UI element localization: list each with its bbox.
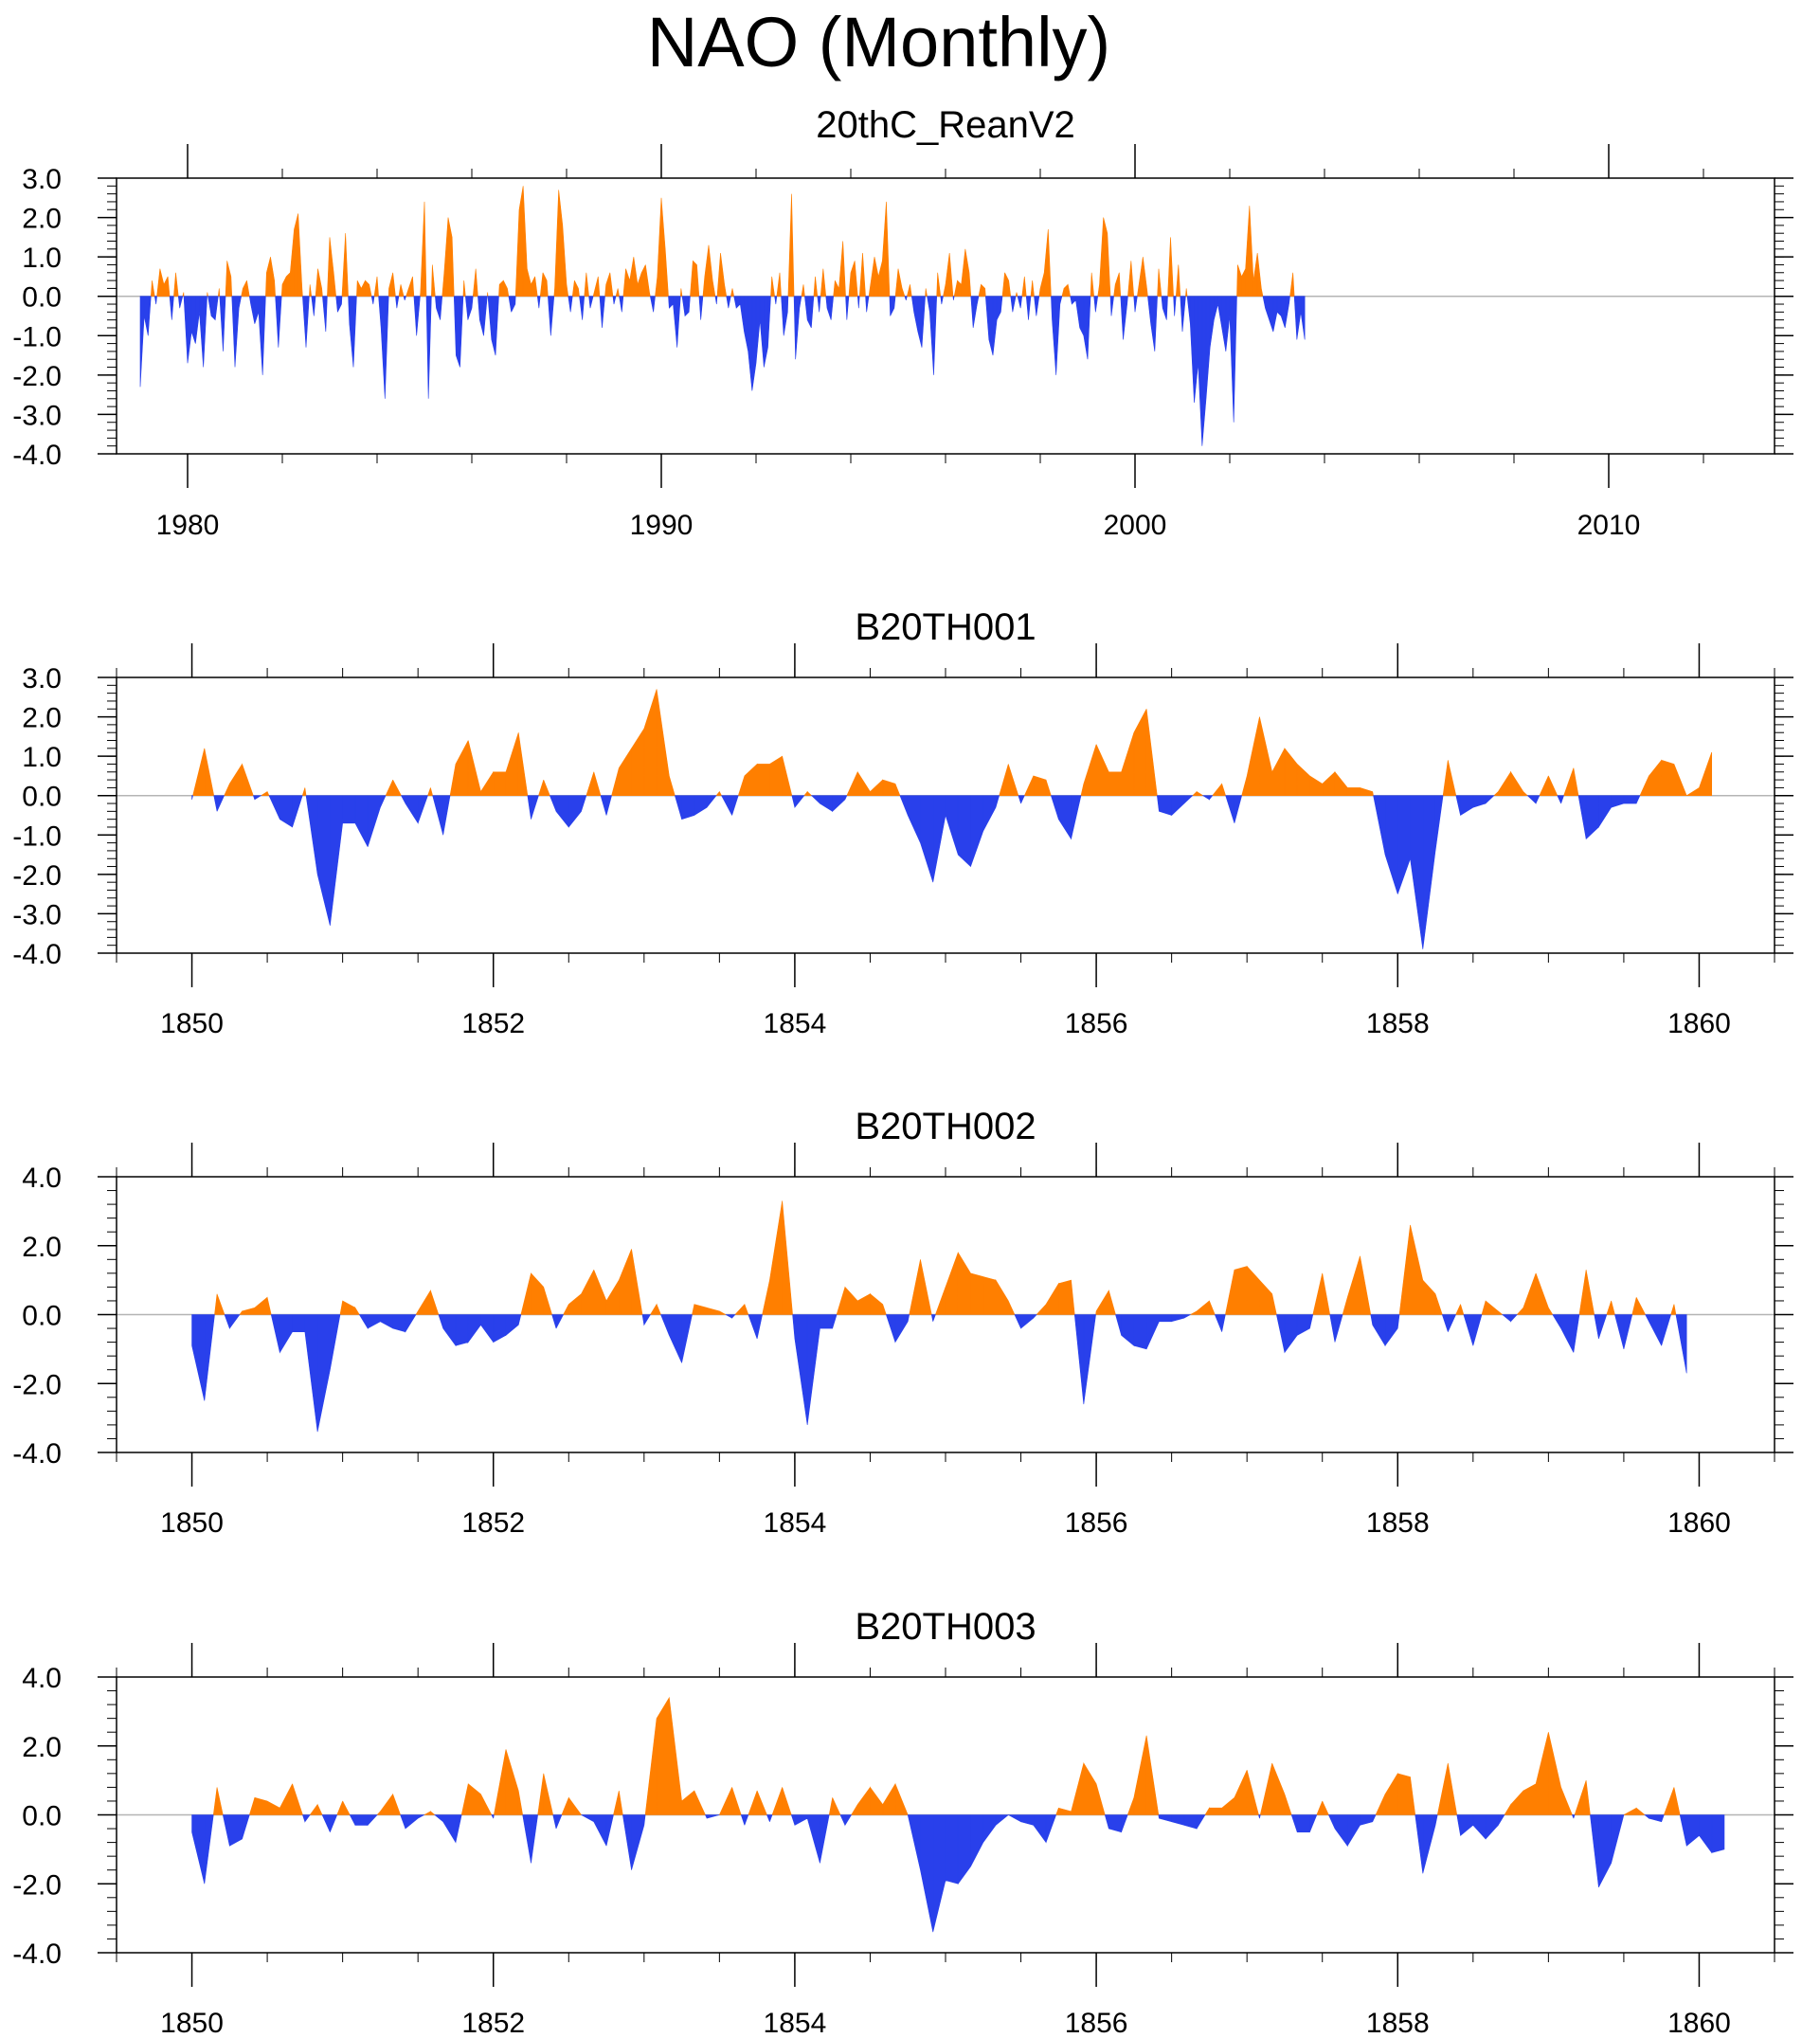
x-tick-label: 1990 [630,510,694,541]
x-tick-label: 1860 [1667,1507,1731,1539]
x-tick-label: 1852 [461,2008,525,2038]
y-tick-label: 4.0 [22,1163,62,1194]
panel-title: B20TH001 [855,606,1036,648]
x-tick-label: 1980 [156,510,220,541]
y-tick-label: -4.0 [12,440,62,471]
y-tick-label: 2.0 [22,204,62,235]
negative-area [139,296,1306,446]
y-tick-label: 0.0 [22,782,62,813]
x-tick-label: 1860 [1667,1008,1731,1039]
x-tick-label: 2000 [1104,510,1167,541]
x-tick-label: 1856 [1065,1507,1128,1539]
positive-area [212,1696,1681,1815]
x-tick-label: 1858 [1366,1008,1430,1039]
positive-area [150,186,1295,298]
y-tick-label: -3.0 [12,400,62,431]
x-tick-label: 1850 [160,2008,224,2038]
plot-frame [116,177,1775,455]
y-tick-label: -3.0 [12,899,62,930]
positive-area [214,1200,1677,1315]
y-tick-label: 1.0 [22,742,62,773]
x-tick-label: 1856 [1065,1008,1128,1039]
x-tick-label: 1854 [764,1507,827,1539]
panel-title: B20TH002 [855,1106,1036,1147]
negative-area [191,1314,1687,1433]
y-tick-label: 2.0 [22,1232,62,1263]
y-tick-label: -4.0 [12,1438,62,1470]
x-tick-label: 1860 [1667,2008,1731,2038]
y-tick-label: 3.0 [22,164,62,195]
panel-1: 20thC_ReanV2 3.0 2.0 1.0 0.0 -1.0 -2.0 -3.0 -4.0… [12,104,1793,541]
y-tick-label: -1.0 [12,821,62,852]
y-tick-label: 2.0 [22,1732,62,1763]
y-tick-label: -4.0 [12,1939,62,1970]
y-tick-label: 0.0 [22,1801,62,1832]
panel-4: B20TH003 4.0 2.0 0.0 -2.0 -4.0 1850 1852 1854 185… [12,1606,1793,2038]
y-tick-label: -2.0 [12,860,62,892]
panel-title: B20TH003 [855,1606,1036,1648]
x-tick-label: 1852 [461,1008,525,1039]
y-tick-label: -4.0 [12,939,62,970]
y-tick-label: -2.0 [12,1869,62,1901]
y-tick-label: 1.0 [22,243,62,274]
y-tick-label: 3.0 [22,663,62,694]
y-tick-label: 0.0 [22,1301,62,1332]
positive-area [192,689,1713,797]
panel-2: B20TH001 3.0 2.0 1.0 0.0 -1.0 -2.0 -3.0 -4.0 1850… [12,606,1793,1039]
panel-title: 20thC_ReanV2 [816,104,1075,146]
x-tick-label: 1850 [160,1507,224,1539]
x-tick-label: 1850 [160,1008,224,1039]
negative-area [191,1814,1725,1933]
negative-area [191,795,1641,949]
y-tick-label: -2.0 [12,1369,62,1400]
x-tick-label: 1858 [1366,1507,1430,1539]
y-tick-label: 2.0 [22,703,62,734]
y-tick-label: 4.0 [22,1663,62,1694]
x-tick-label: 1852 [461,1507,525,1539]
panel-3: B20TH002 4.0 2.0 0.0 -2.0 -4.0 1850 1852 1854 185… [12,1106,1793,1539]
y-tick-label: 0.0 [22,282,62,314]
x-tick-label: 1856 [1065,2008,1128,2038]
x-tick-label: 1854 [764,2008,827,2038]
x-tick-label: 1854 [764,1008,827,1039]
main-title: NAO (Monthly) [646,3,1111,81]
y-tick-label: -1.0 [12,321,62,352]
y-tick-label: -2.0 [12,361,62,392]
x-tick-label: 1858 [1366,2008,1430,2038]
x-tick-label: 2010 [1577,510,1641,541]
